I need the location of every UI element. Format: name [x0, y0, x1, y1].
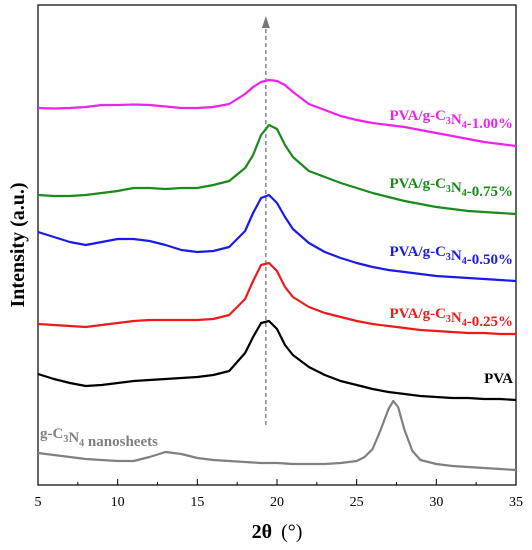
x-tick-label-2: 15	[190, 495, 204, 510]
label-subscript: 4	[462, 256, 467, 267]
label-text: -1.00%	[467, 116, 513, 132]
series-line-0	[37, 78, 517, 148]
label-text: nanosheets	[84, 434, 158, 450]
series-label-2: PVA/g-C3N4-0.50%	[390, 244, 513, 268]
x-tick-label-6: 35	[509, 495, 523, 510]
label-text: -0.50%	[467, 252, 513, 268]
x-tick-label-0: 5	[35, 495, 42, 510]
label-text: PVA/g-C	[390, 176, 446, 192]
reference-arrow-icon	[261, 16, 270, 28]
label-subscript: 3	[446, 116, 451, 127]
label-text: PVA/g-C	[390, 108, 446, 124]
label-subscript: 3	[63, 434, 68, 445]
label-subscript: 3	[446, 252, 451, 263]
x-axis-title-unit: (°)	[281, 521, 302, 543]
label-text: PVA/g-C	[390, 306, 446, 322]
label-text: -0.25%	[467, 314, 513, 330]
label-subscript: 4	[462, 318, 467, 329]
series-line-3	[37, 261, 516, 336]
label-text: N	[451, 248, 462, 264]
series-label-5: g-C3N4 nanosheets	[40, 426, 158, 450]
x-axis-title: 2θ (°)	[252, 521, 303, 543]
label-text: g-C	[40, 426, 63, 442]
series-label-1: PVA/g-C3N4-0.75%	[390, 176, 513, 200]
label-text: N	[451, 112, 462, 128]
series-group	[37, 78, 517, 472]
y-axis-title: Intensity (a.u.)	[7, 182, 29, 307]
x-tick-label-5: 30	[429, 495, 443, 510]
label-text: PVA/g-C	[390, 244, 446, 260]
series-labels: PVA/g-C3N4-1.00%PVA/g-C3N4-0.75%PVA/g-C3…	[40, 108, 513, 450]
x-tick-label-3: 20	[270, 495, 284, 510]
x-axis: 5 10 15 20 25 30 35	[35, 479, 523, 510]
x-tick-label-4: 25	[350, 495, 364, 510]
x-tick-label-1: 10	[111, 495, 125, 510]
label-subscript: 4	[79, 438, 84, 449]
label-subscript: 4	[462, 120, 467, 131]
label-subscript: 3	[446, 314, 451, 325]
series-label-0: PVA/g-C3N4-1.00%	[390, 108, 513, 132]
series-label-4: PVA	[484, 371, 513, 387]
series-line-1	[37, 123, 517, 216]
label-text: N	[68, 430, 79, 446]
label-subscript: 4	[462, 188, 467, 199]
label-subscript: 3	[446, 184, 451, 195]
x-axis-title-main: 2θ	[252, 521, 272, 543]
series-label-3: PVA/g-C3N4-0.25%	[390, 306, 513, 330]
series-line-4	[37, 319, 517, 402]
label-text: PVA	[484, 371, 513, 387]
label-text: -0.75%	[467, 184, 513, 200]
label-text: N	[451, 180, 462, 196]
series-line-2	[37, 193, 517, 283]
label-text: N	[451, 310, 462, 326]
series-line-5	[37, 399, 517, 472]
